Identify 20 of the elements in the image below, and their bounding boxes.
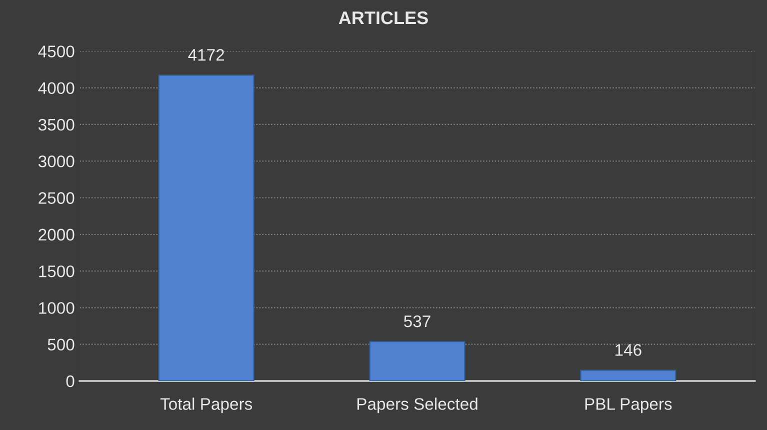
bar [580,370,676,381]
data-label: 146 [616,344,642,356]
y-tick-label: 1000 [39,302,74,314]
y-tick-label: 4500 [38,46,74,58]
y-tick-label: 4000 [38,82,74,94]
x-tick-label: Papers Selected [357,398,478,414]
data-label: 4172 [188,49,224,61]
y-tick-label: 1500 [39,265,74,278]
data-label: 537 [404,315,430,328]
x-tick-label: PBL Papers [585,398,672,414]
y-tick-label: 0 [66,375,74,388]
bar [158,74,254,381]
bar [369,341,466,381]
chart-title: ARTICLES [338,11,428,24]
y-tick-label: 3500 [38,118,74,131]
y-tick-label: 3000 [38,156,74,168]
x-tick-label: Total Papers [160,398,252,414]
y-tick-label: 500 [48,338,74,351]
y-tick-label: 2000 [38,228,74,241]
y-tick-label: 2500 [38,192,74,204]
